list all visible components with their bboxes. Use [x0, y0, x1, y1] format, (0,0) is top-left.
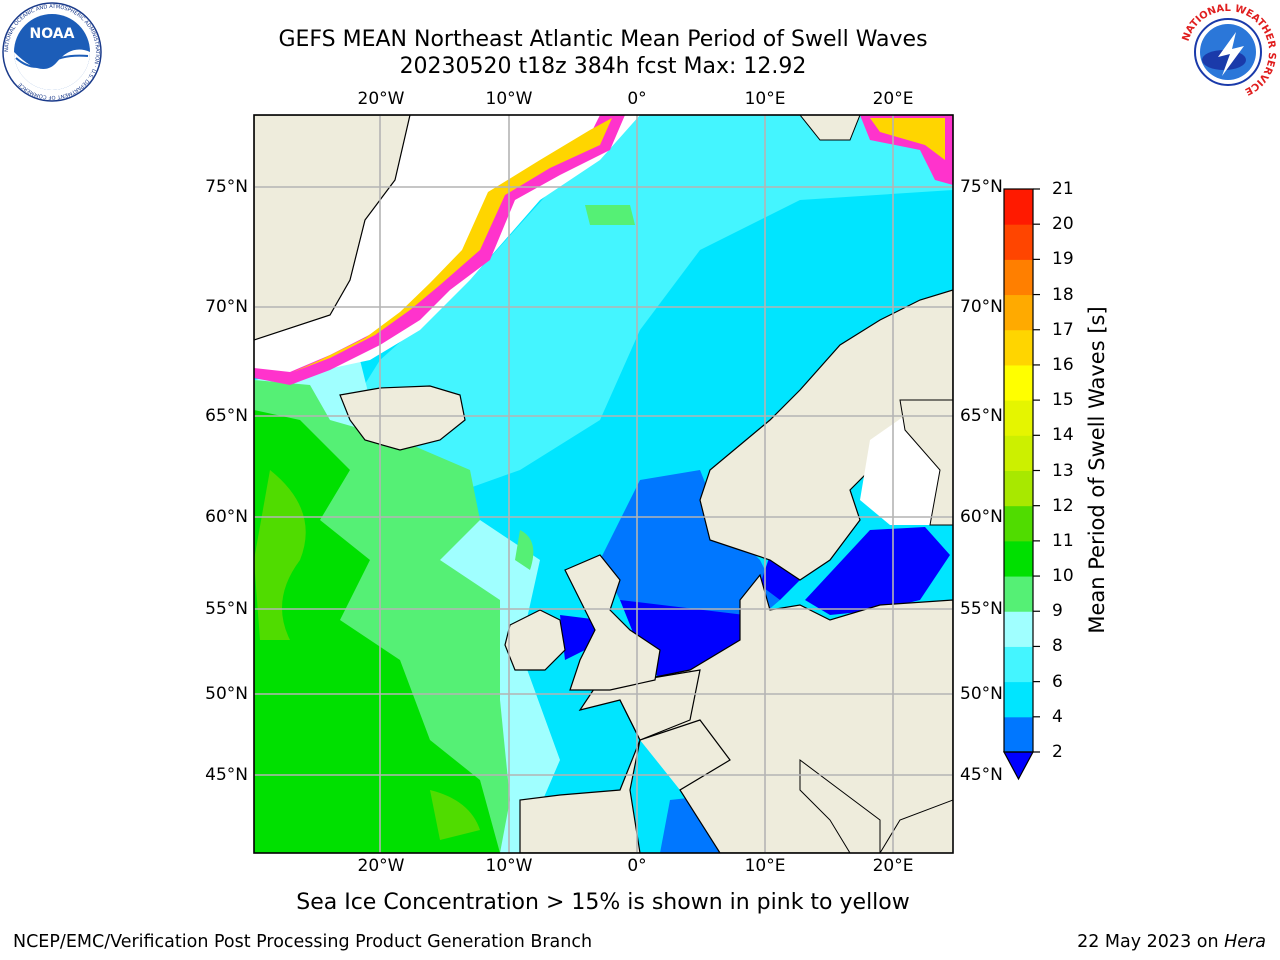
- swell-zone-11-12s: [254, 470, 306, 640]
- colorbar-tick-label: 20: [1052, 214, 1074, 235]
- colorbar-segment: [1004, 259, 1033, 296]
- colorbar: [1002, 188, 1040, 781]
- land-france-south: [640, 720, 730, 790]
- colorbar-extend-arrow: [1002, 751, 1035, 781]
- colorbar-tick-label: 8: [1052, 636, 1063, 657]
- map-title: GEFS MEAN Northeast Atlantic Mean Period…: [278, 27, 928, 52]
- lat-label-right-60n: 60°N: [960, 507, 1003, 527]
- colorbar-tick-label: 12: [1052, 495, 1074, 516]
- swell-zone-irish-sea: [560, 615, 600, 660]
- lat-label-left-60n: 60°N: [205, 507, 248, 527]
- map-subtitle: 20230520 t18z 384h fcst Max: 12.92: [399, 54, 807, 79]
- colorbar-segment: [1004, 470, 1033, 507]
- lat-label-left-55n: 55°N: [205, 599, 248, 619]
- colorbar-segment: [1004, 364, 1033, 401]
- generation-date-text: 22 May 2023 on: [1077, 932, 1225, 952]
- greenland-land: [254, 115, 411, 341]
- lat-label-left-65n: 65°N: [205, 406, 248, 426]
- noaa-logo: NOAA NATIONAL OCEANIC AND ATMOSPHERIC AD…: [2, 2, 102, 102]
- lon-label-bottom-10w: 10°W: [485, 856, 533, 876]
- lon-label-top-10w: 10°W: [485, 89, 533, 109]
- lon-label-bottom-20e: 20°E: [872, 856, 914, 876]
- lat-label-right-70n: 70°N: [960, 297, 1003, 317]
- lon-label-bottom-10e: 10°E: [744, 856, 786, 876]
- colorbar-segment: [1004, 505, 1033, 542]
- colorbar-tick-label: 10: [1052, 566, 1074, 587]
- lon-label-bottom-0: 0°: [627, 856, 647, 876]
- colorbar-segment: [1004, 681, 1033, 718]
- colorbar-segment: [1004, 646, 1033, 683]
- sea-ice-svalbard-yellow: [870, 118, 945, 160]
- lon-label-top-20e: 20°E: [872, 89, 914, 109]
- svalbard-land: [799, 115, 861, 141]
- producer-credit: NCEP/EMC/Verification Post Processing Pr…: [13, 932, 593, 952]
- lat-label-right-65n: 65°N: [960, 406, 1003, 426]
- colorbar-segment: [1004, 400, 1033, 436]
- colorbar-segment: [1004, 716, 1033, 753]
- host-name: Hera: [1224, 932, 1266, 952]
- sea-ice-note: Sea Ice Concentration > 15% is shown in …: [296, 890, 910, 915]
- colorbar-tick-label: 17: [1052, 319, 1074, 340]
- nws-logo: NATIONAL WEATHER SERVICE: [1180, 3, 1277, 100]
- colorbar-border: [1003, 188, 1034, 753]
- lon-label-top-20w: 20°W: [357, 89, 405, 109]
- lon-label-bottom-20w: 20°W: [357, 856, 405, 876]
- colorbar-segment: [1004, 576, 1033, 612]
- lat-label-right-55n: 55°N: [960, 599, 1003, 619]
- ireland: [504, 609, 566, 671]
- finland: [899, 399, 953, 526]
- colorbar-tick-label: 9: [1052, 601, 1063, 622]
- colorbar-segment: [1004, 224, 1033, 260]
- sea-ice-edge-yellow: [293, 118, 612, 372]
- lat-label-right-45n: 45°N: [960, 765, 1003, 785]
- colorbar-tick-label: 19: [1052, 249, 1074, 270]
- lat-label-right-50n: 50°N: [960, 684, 1003, 704]
- colorbar-tick-label: 2: [1052, 742, 1063, 762]
- swell-zone-6-8s: [330, 115, 953, 520]
- lat-label-left-50n: 50°N: [205, 684, 248, 704]
- lat-label-left-45n: 45°N: [205, 765, 248, 785]
- lon-label-top-0: 0°: [627, 89, 647, 109]
- colorbar-segment: [1004, 294, 1033, 331]
- colorbar-tick-label: 21: [1052, 179, 1074, 199]
- colorbar-segment: [1004, 435, 1033, 471]
- colorbar-segment: [1004, 189, 1033, 225]
- swell-zone-baltic-2s: [805, 527, 950, 615]
- colorbar-tick-label: 15: [1052, 390, 1074, 411]
- swell-patch-green: [515, 530, 534, 570]
- lon-label-top-10e: 10°E: [744, 89, 786, 109]
- map-border: [253, 114, 954, 854]
- colorbar-segment: [1004, 329, 1033, 366]
- colorbar-segment: [1004, 540, 1033, 577]
- swell-zone-10-11s: [254, 410, 500, 853]
- colorbar-tick-label: 14: [1052, 425, 1074, 446]
- iceland: [339, 385, 466, 451]
- colorbar-tick-label: 16: [1052, 354, 1074, 375]
- colorbar-segment: [1004, 611, 1033, 647]
- svg-text:NOAA: NOAA: [30, 26, 75, 42]
- swell-zone-skagerrak: [760, 555, 800, 600]
- colorbar-tick-label: 13: [1052, 460, 1074, 481]
- graticule: [254, 115, 953, 853]
- generation-date: 22 May 2023 on Hera: [1077, 932, 1266, 952]
- lat-label-left-70n: 70°N: [205, 297, 248, 317]
- colorbar-tick-label: 6: [1052, 671, 1063, 692]
- colorbar-tick-label: 11: [1052, 530, 1074, 551]
- lat-label-left-75n: 75°N: [205, 177, 248, 197]
- colorbar-label: Mean Period of Swell Waves [s]: [1085, 306, 1109, 634]
- swell-zone-11-12s-south: [430, 790, 480, 840]
- colorbar-tick-label: 18: [1052, 284, 1074, 305]
- swell-patch-green-north: [585, 205, 635, 225]
- sea-ice-edge-pink: [254, 115, 625, 385]
- lat-label-right-75n: 75°N: [960, 177, 1003, 197]
- colorbar-tick-label: 4: [1052, 706, 1063, 727]
- italy: [799, 759, 881, 853]
